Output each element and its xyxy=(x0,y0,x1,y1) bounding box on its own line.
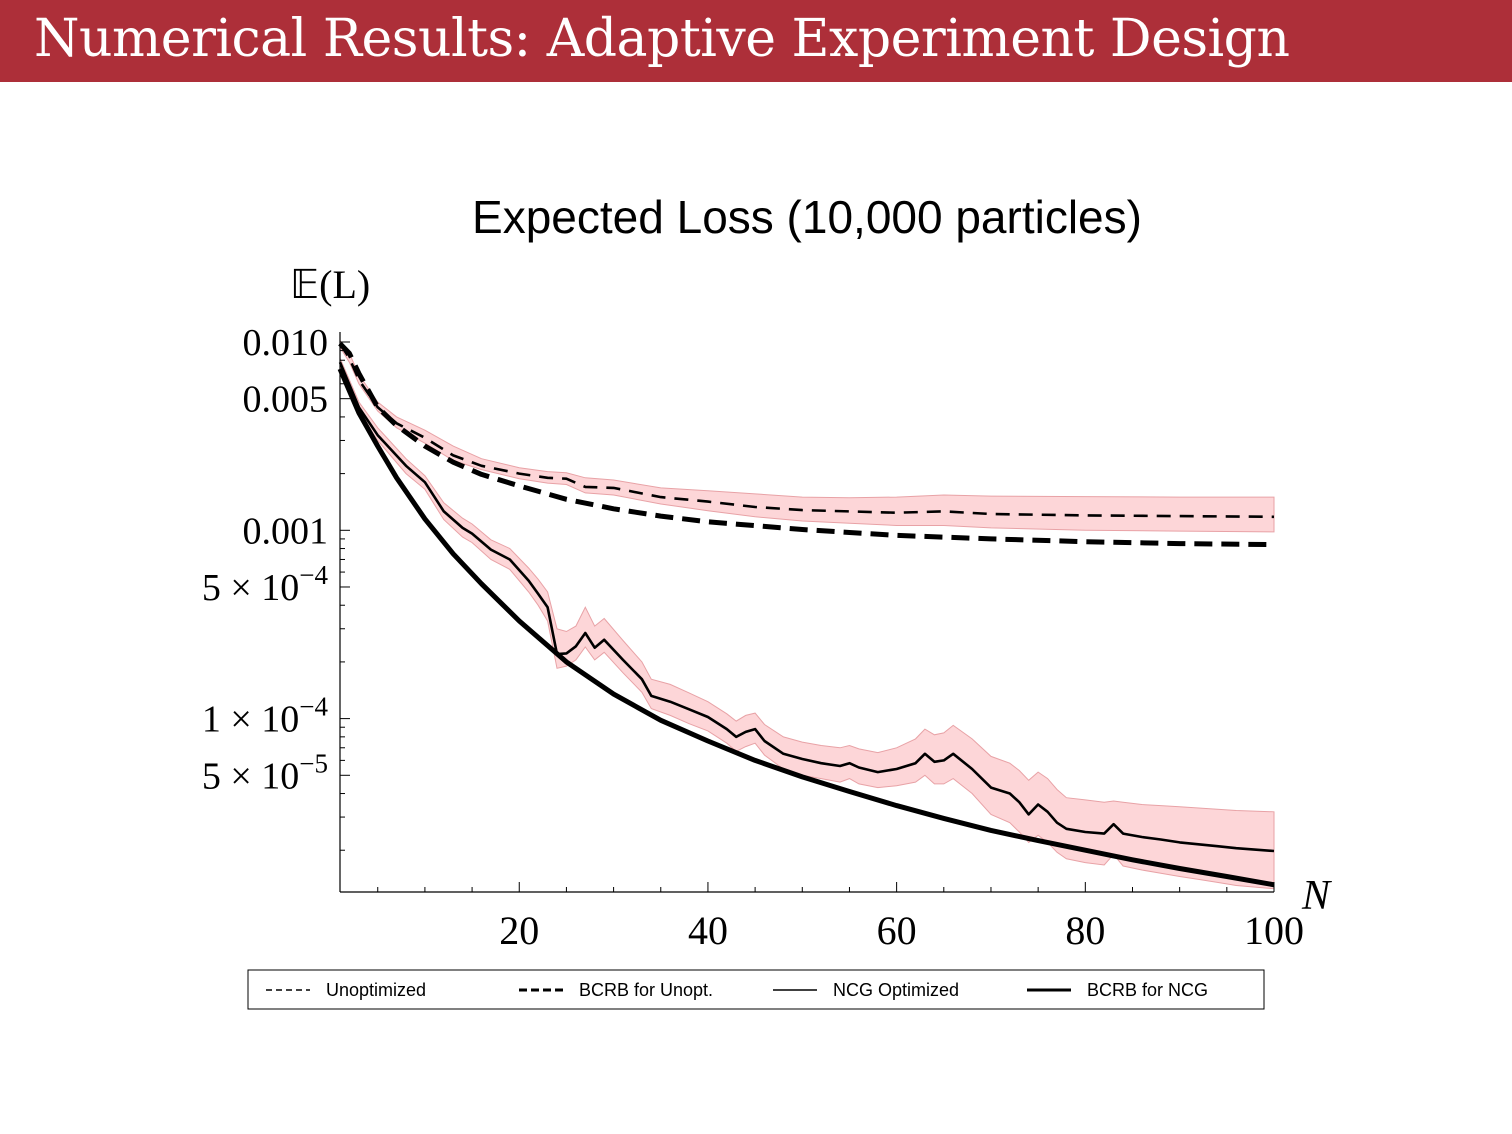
y-tick-mantissa: 0.005 xyxy=(243,379,329,421)
x-tick-label: 100 xyxy=(1244,908,1304,953)
confidence-bands xyxy=(339,338,1275,890)
series-line-2 xyxy=(338,341,1275,548)
legend: Unoptimized BCRB for Unopt. NCG Optimized B… xyxy=(247,969,1265,1010)
y-tick-mantissa: 1 × 10 xyxy=(202,699,299,741)
legend-label-2: BCRB for Unopt. xyxy=(579,980,713,1000)
legend-label-4: BCRB for NCG xyxy=(1087,980,1208,1000)
series-line-4 xyxy=(337,367,1275,888)
x-axis-label: N xyxy=(1301,873,1332,919)
x-tick-label: 80 xyxy=(1065,908,1105,953)
series-line-3 xyxy=(338,361,1275,853)
y-tick-label: 5 × 10−4 xyxy=(202,560,329,609)
chart-title: Expected Loss (10,000 particles) xyxy=(472,191,1142,243)
y-tick-mantissa: 5 × 10 xyxy=(202,567,299,609)
y-tick-mantissa: 5 × 10 xyxy=(202,755,299,797)
y-tick-label: 5 × 10−5 xyxy=(202,748,328,797)
x-tick-label: 60 xyxy=(877,908,917,953)
x-tick-label: 20 xyxy=(499,908,539,953)
legend-box xyxy=(247,969,1265,1010)
y-tick-label: 0.001 xyxy=(243,510,329,552)
y-tick-exponent: −4 xyxy=(299,692,328,722)
band-1 xyxy=(339,338,1275,533)
legend-label-3: NCG Optimized xyxy=(833,980,959,1000)
y-tick-exponent: −5 xyxy=(299,748,328,778)
y-tick-exponent: −4 xyxy=(299,560,328,590)
x-tick-label: 40 xyxy=(688,908,728,953)
y-tick-label: 0.010 xyxy=(243,322,329,364)
series-lines xyxy=(337,341,1275,888)
y-tick-mantissa: 0.010 xyxy=(243,322,329,364)
axes xyxy=(339,332,1275,893)
y-tick-mantissa: 0.001 xyxy=(243,510,329,552)
series-line-1 xyxy=(338,342,1275,519)
slide-title: Numerical Results: Adaptive Experiment D… xyxy=(34,9,1290,69)
title-banner: Numerical Results: Adaptive Experiment D… xyxy=(0,0,1512,82)
y-tick-label: 1 × 10−4 xyxy=(202,692,329,741)
y-axis-label: 𝔼(L) xyxy=(290,262,370,307)
y-tick-label: 0.005 xyxy=(243,379,329,421)
band-3 xyxy=(339,358,1275,890)
legend-label-1: Unoptimized xyxy=(326,980,426,1000)
